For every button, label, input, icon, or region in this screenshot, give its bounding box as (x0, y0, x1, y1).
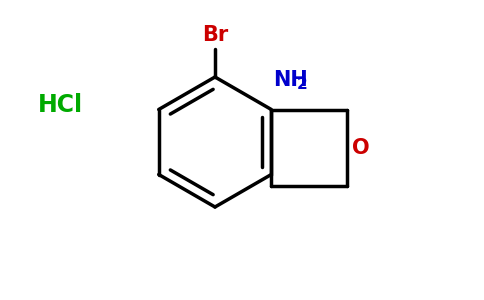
Text: NH: NH (273, 70, 308, 89)
Text: Br: Br (202, 25, 228, 45)
Text: 2: 2 (296, 77, 307, 92)
Text: HCl: HCl (37, 93, 83, 117)
Text: O: O (352, 137, 370, 158)
